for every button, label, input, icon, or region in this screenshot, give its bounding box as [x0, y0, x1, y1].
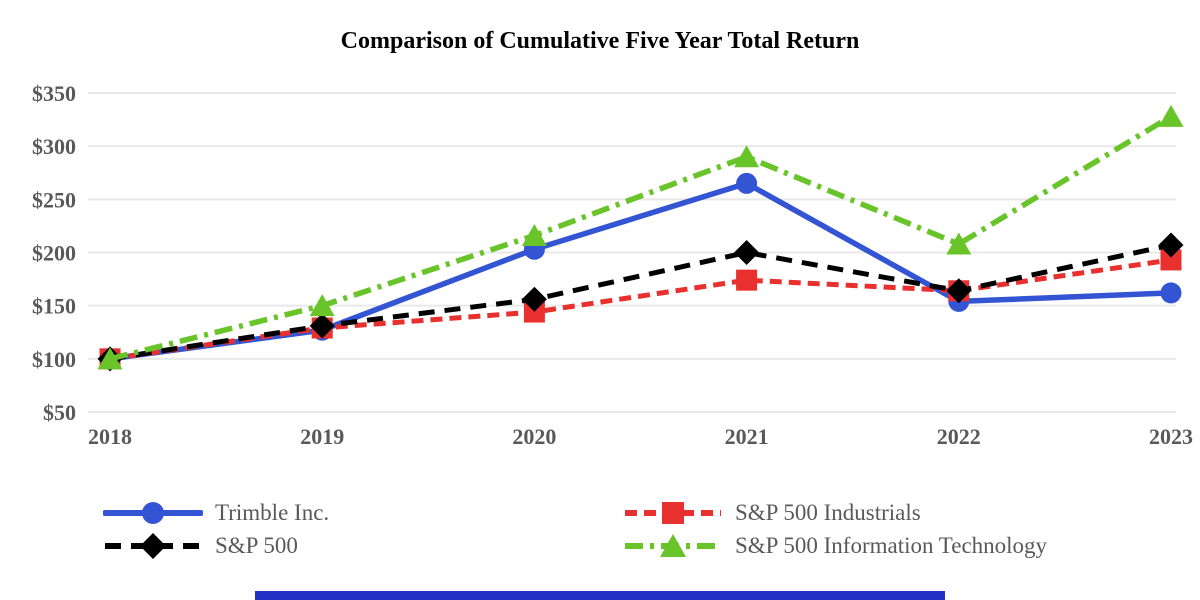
- svg-text:2022: 2022: [937, 424, 981, 449]
- line-chart: $350 $300 $250 $200 $150 $100 $50 2018 2019 2020 2…: [32, 81, 1193, 449]
- infotech-line-triangle-icon: [625, 534, 721, 557]
- legend-entry-infotech: S&P 500 Information Technology: [623, 530, 1047, 562]
- svg-text:2020: 2020: [512, 424, 556, 449]
- sp500-line-diamond-icon: [105, 533, 201, 559]
- svg-text:2023: 2023: [1149, 424, 1193, 449]
- legend-label-sp500: S&P 500: [215, 533, 298, 558]
- svg-text:$300: $300: [32, 134, 76, 159]
- svg-text:$100: $100: [32, 347, 76, 372]
- chart-title: Comparison of Cumulative Five Year Total…: [340, 28, 860, 54]
- svg-text:$350: $350: [32, 81, 76, 106]
- legend-label-industrials: S&P 500 Industrials: [735, 500, 921, 525]
- svg-text:2021: 2021: [725, 424, 769, 449]
- industrials-line-square-icon: [625, 502, 721, 524]
- legend-entry-trimble: Trimble Inc.: [103, 497, 329, 529]
- svg-text:2019: 2019: [300, 424, 344, 449]
- legend-entry-industrials: S&P 500 Industrials: [623, 497, 921, 529]
- legend-label-infotech: S&P 500 Information Technology: [735, 533, 1048, 558]
- legend-entry-sp500: S&P 500: [103, 530, 298, 562]
- legend-label-trimble: Trimble Inc.: [215, 500, 330, 525]
- svg-text:$250: $250: [32, 187, 76, 212]
- svg-text:$50: $50: [43, 400, 76, 425]
- svg-text:$150: $150: [32, 294, 76, 319]
- trimble-line-circle-icon: [103, 502, 203, 524]
- bottom-page-divider: [255, 591, 945, 600]
- svg-text:2018: 2018: [88, 424, 132, 449]
- svg-text:$200: $200: [32, 241, 76, 266]
